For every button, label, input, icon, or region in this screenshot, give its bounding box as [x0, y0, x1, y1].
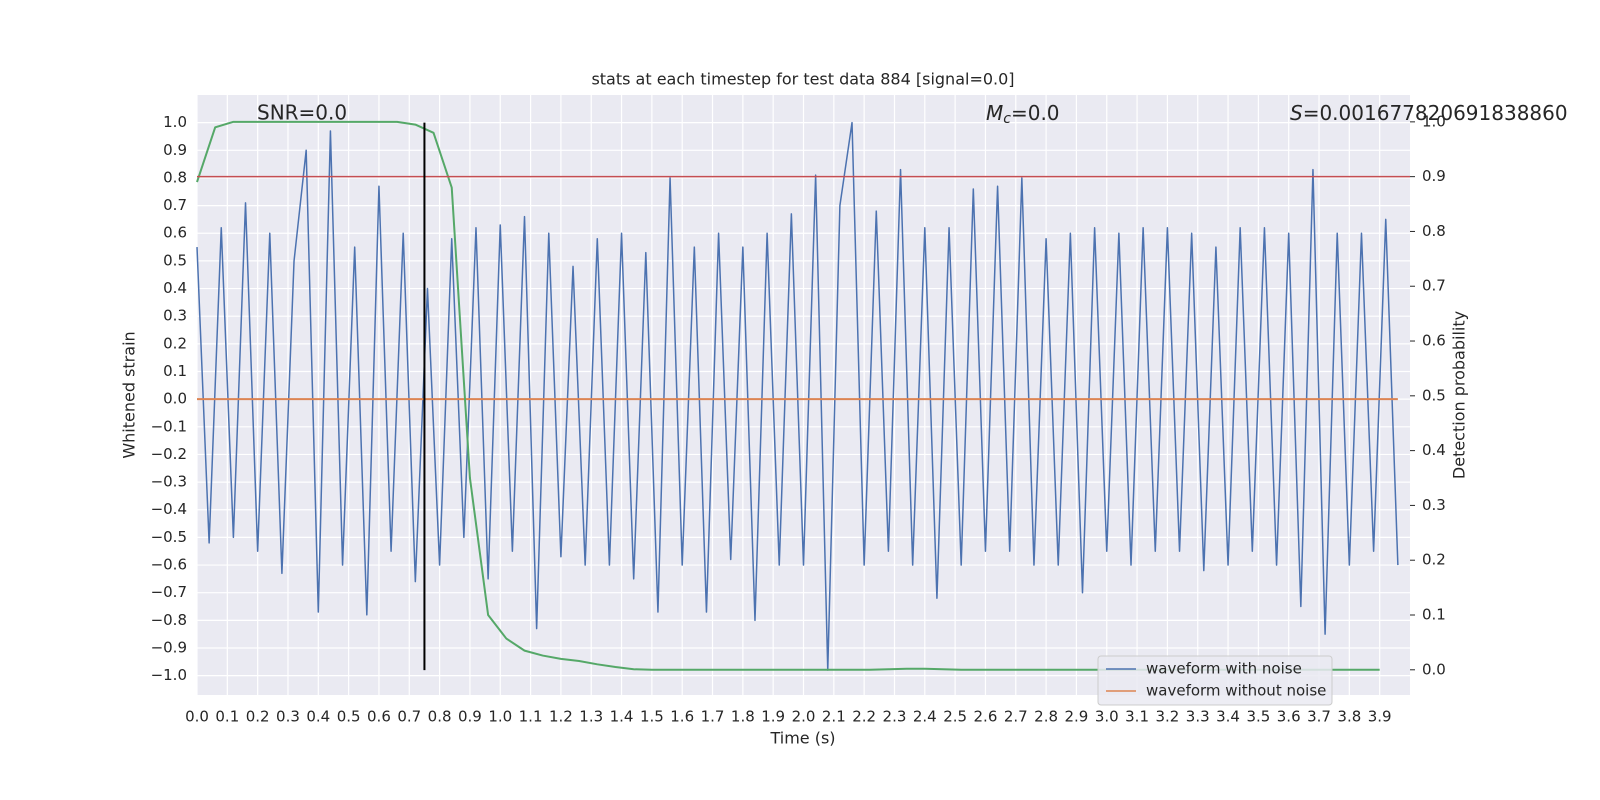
y-tick-label: −1.0 [151, 666, 187, 684]
y-tick-label: 0.2 [163, 334, 187, 352]
x-tick-label: 2.6 [974, 708, 998, 726]
x-tick-label: 2.0 [792, 708, 816, 726]
y-tick-label: 0.4 [163, 279, 187, 297]
y-tick-label: 0.0 [163, 390, 187, 408]
x-tick-label: 3.7 [1307, 708, 1331, 726]
chart-title: stats at each timestep for test data 884… [591, 70, 1014, 89]
x-tick-label: 3.0 [1095, 708, 1119, 726]
y-tick-label: −0.6 [151, 556, 187, 574]
y2-tick-label: 0.2 [1422, 551, 1446, 569]
y-tick-label: 0.7 [163, 196, 187, 214]
annotation: SNR=0.0 [257, 101, 347, 125]
y-tick-label: 1.0 [163, 113, 187, 131]
x-tick-label: 3.3 [1186, 708, 1210, 726]
y2-tick-label: 0.7 [1422, 277, 1446, 295]
y-axis-label: Whitened strain [120, 331, 139, 458]
annotation: S=0.001677820691838860 [1290, 101, 1568, 125]
legend-box [1097, 655, 1333, 706]
x-tick-label: 3.9 [1368, 708, 1392, 726]
x-tick-label: 3.8 [1337, 708, 1361, 726]
y-tick-label: 0.9 [163, 141, 187, 159]
x-tick-label: 2.8 [1034, 708, 1058, 726]
x-tick-label: 1.8 [731, 708, 755, 726]
y2-tick-label: 0.6 [1422, 332, 1446, 350]
y-tick-label: −0.7 [151, 583, 187, 601]
y2-axis-label: Detection probability [1450, 311, 1469, 479]
y-tick-label: −0.8 [151, 611, 187, 629]
x-tick-label: 0.1 [215, 708, 239, 726]
x-tick-label: 0.7 [397, 708, 421, 726]
annotation-value: =0.0 [1011, 101, 1060, 125]
x-tick-label: 1.6 [670, 708, 694, 726]
x-tick-label: 2.5 [943, 708, 967, 726]
y-tick-label: −0.5 [151, 528, 187, 546]
x-tick-label: 0.3 [276, 708, 300, 726]
annotation: Mc=0.0 [986, 101, 1060, 128]
x-tick-label: 2.9 [1064, 708, 1088, 726]
x-tick-label: 0.0 [185, 708, 209, 726]
x-tick-label: 3.2 [1155, 708, 1179, 726]
x-tick-label: 3.4 [1216, 708, 1240, 726]
y-tick-label: −0.1 [151, 417, 187, 435]
x-tick-label: 2.1 [822, 708, 846, 726]
y-tick-label: 0.1 [163, 362, 187, 380]
y2-tick-label: 0.0 [1422, 660, 1446, 678]
x-tick-label: 1.3 [579, 708, 603, 726]
x-tick-label: 1.0 [488, 708, 512, 726]
y2-tick-label: 0.9 [1422, 167, 1446, 185]
legend-label: waveform without noise [1146, 682, 1326, 700]
x-tick-label: 1.2 [549, 708, 573, 726]
x-tick-label: 0.2 [246, 708, 270, 726]
x-tick-label: 3.1 [1125, 708, 1149, 726]
y2-tick-label: 0.3 [1422, 496, 1446, 514]
y-tick-label: −0.4 [151, 500, 187, 518]
x-tick-label: 1.7 [701, 708, 725, 726]
y2-tick-label: 0.1 [1422, 606, 1446, 624]
annotation-symbol: S [1290, 101, 1303, 125]
x-tick-label: 1.9 [761, 708, 785, 726]
x-tick-label: 0.6 [367, 708, 391, 726]
y2-tick-label: 0.5 [1422, 386, 1446, 404]
series-line [196, 121, 1399, 671]
y-tick-label: 0.3 [163, 307, 187, 325]
x-tick-label: 0.5 [337, 708, 361, 726]
annotation-value: =0.001677820691838860 [1303, 101, 1568, 125]
x-tick-label: 3.6 [1277, 708, 1301, 726]
x-tick-label: 0.8 [428, 708, 452, 726]
y2-tick-label: 0.8 [1422, 222, 1446, 240]
annotation-subscript: c [1003, 111, 1011, 127]
y-tick-label: −0.3 [151, 473, 187, 491]
x-tick-label: 2.4 [913, 708, 937, 726]
y2-tick-label: 1.0 [1422, 112, 1446, 130]
x-axis-label: Time (s) [769, 729, 835, 748]
legend: waveform with noise waveform without nois… [1097, 655, 1333, 706]
x-tick-label: 2.7 [1004, 708, 1028, 726]
x-tick-label: 0.9 [458, 708, 482, 726]
annotation-symbol: M [986, 101, 1003, 125]
x-tick-label: 2.3 [883, 708, 907, 726]
y-tick-label: 0.5 [163, 251, 187, 269]
y-tick-label: −0.2 [151, 445, 187, 463]
x-tick-label: 1.1 [519, 708, 543, 726]
x-tick-label: 0.4 [306, 708, 330, 726]
y-tick-label: 0.8 [163, 168, 187, 186]
x-tick-label: 1.4 [610, 708, 634, 726]
x-tick-label: 2.2 [852, 708, 876, 726]
x-tick-label: 3.5 [1246, 708, 1270, 726]
y2-tick-label: 0.4 [1422, 441, 1446, 459]
legend-label: waveform with noise [1146, 660, 1302, 678]
y-tick-label: −0.9 [151, 638, 187, 656]
x-tick-label: 1.5 [640, 708, 664, 726]
y-tick-label: 0.6 [163, 224, 187, 242]
